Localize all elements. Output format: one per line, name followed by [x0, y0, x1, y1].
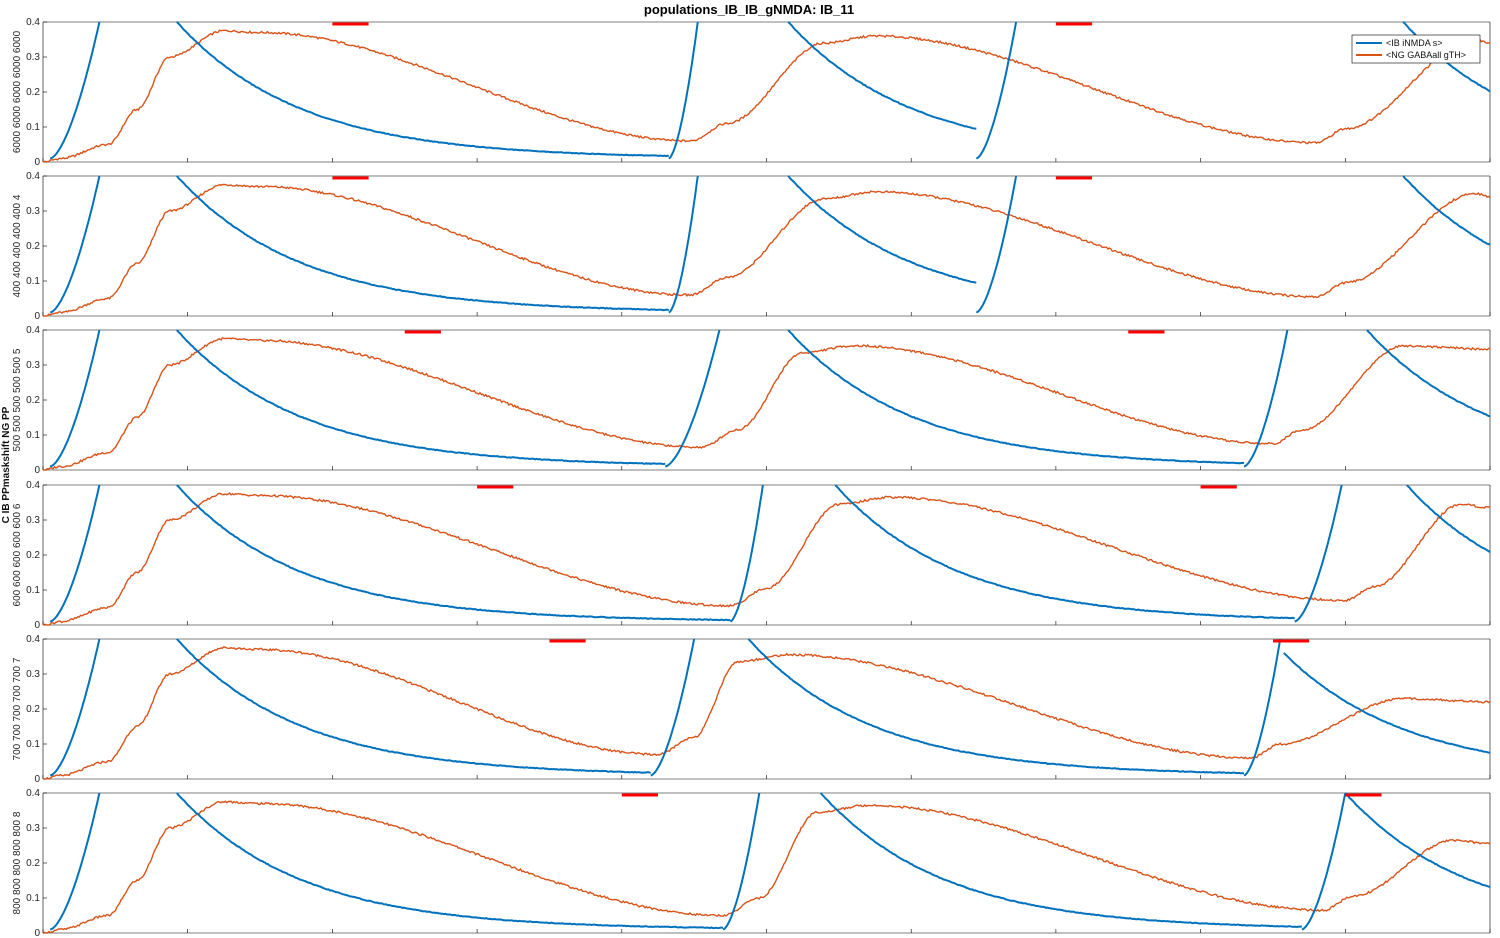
y-tick-label: 0.4: [26, 480, 40, 491]
legend: <IB iNMDA s> <NG GABAall gTH>: [1351, 34, 1481, 64]
y-tick-label: 0.2: [26, 395, 40, 406]
legend-box: [1351, 34, 1481, 64]
y-tick-label: 0.3: [26, 669, 40, 680]
blue-series-line: [49, 175, 101, 314]
panel-6: 00.10.20.30.4020040060080010001200140016…: [12, 788, 1500, 938]
y-tick-label: 0.3: [26, 206, 40, 217]
legend-label: <NG GABAall gTH>: [1386, 50, 1466, 60]
blue-series-line: [787, 175, 977, 284]
y-tick-label: 0.1: [26, 893, 40, 904]
blue-series-line: [176, 638, 651, 774]
blue-series-line: [975, 21, 1018, 160]
orange-series-line: [43, 183, 1491, 317]
y-tick-label: 0.4: [26, 17, 40, 28]
common-ylabel: C IB PPmaskshift NG PP: [1, 406, 12, 523]
panel-5: 0 0.1 0.2 0.3 0.4 700 700 700 700 700 7: [12, 634, 1491, 785]
panel-2: 0 0.1 0.2 0.3 0.4 400 400 400 400 400 4: [12, 171, 1491, 322]
blue-series-line: [1366, 329, 1491, 418]
y-tick-label: 0: [34, 311, 40, 322]
blue-series-line: [1294, 484, 1343, 623]
y-tick-label: 0.1: [26, 585, 40, 596]
panel-ylabel: 800 800 800 800 800 8: [12, 811, 23, 914]
blue-series-line: [975, 175, 1018, 314]
panel-4: 0 0.1 0.2 0.3 0.4 600 600 600 600 600 6: [12, 480, 1491, 631]
blue-series-line: [49, 792, 101, 931]
y-tick-label: 0: [34, 465, 40, 476]
blue-series-line: [175, 175, 670, 312]
y-tick-label: 0.2: [26, 241, 40, 252]
y-tick-label: 0.4: [26, 634, 40, 645]
y-tick-label: 0.1: [26, 122, 40, 133]
orange-series-line: [42, 800, 1491, 934]
y-tick-label: 0: [34, 157, 40, 168]
blue-series-line: [834, 484, 1296, 620]
orange-series-line: [43, 646, 1491, 780]
y-tick-label: 0: [34, 774, 40, 785]
panel-ylabel: 700 700 700 700 700 7: [12, 657, 23, 760]
blue-series-line: [1344, 792, 1491, 889]
blue-series-line: [49, 329, 101, 468]
chart-title: populations_IB_IB_gNMDA: IB_11: [644, 2, 854, 17]
blue-series-line: [49, 484, 101, 623]
blue-series-line: [668, 175, 699, 314]
blue-series-line: [1243, 329, 1289, 468]
blue-series-line: [1243, 638, 1282, 777]
y-tick-label: 0.2: [26, 858, 40, 869]
y-tick-label: 0.2: [26, 704, 40, 715]
blue-series-line: [729, 484, 764, 623]
blue-series-line: [787, 329, 1245, 465]
blue-series-line: [722, 792, 761, 931]
blue-series-line: [1406, 484, 1491, 553]
blue-series-line: [747, 638, 1245, 775]
blue-series-line: [1283, 652, 1491, 754]
y-tick-label: 0.2: [26, 87, 40, 98]
y-tick-label: 0.1: [26, 430, 40, 441]
y-tick-label: 0: [34, 928, 40, 938]
blue-series-line: [819, 792, 1303, 928]
panel-ylabel: 6000 6000 6000 6000 6000: [12, 30, 23, 153]
blue-series-line: [176, 792, 724, 930]
blue-series-line: [49, 21, 101, 160]
blue-series-line: [650, 638, 696, 777]
panel-ylabel: 400 400 400 400 400 4: [12, 194, 23, 297]
blue-series-line: [49, 638, 101, 777]
y-tick-label: 0.3: [26, 52, 40, 63]
panel-ylabel: 600 600 600 600 600 6: [12, 503, 23, 606]
y-tick-label: 0.3: [26, 823, 40, 834]
y-tick-label: 0.1: [26, 276, 40, 287]
y-tick-label: 0.1: [26, 739, 40, 750]
blue-series-line: [1301, 792, 1347, 931]
y-tick-label: 0.4: [26, 171, 40, 182]
y-tick-label: 0: [34, 620, 40, 631]
blue-series-line: [176, 484, 731, 622]
blue-series-line: [664, 329, 721, 468]
y-tick-label: 0.3: [26, 515, 40, 526]
y-tick-label: 0.4: [26, 788, 40, 799]
blue-series-line: [668, 21, 699, 160]
panel-ylabel: 500 500 500 500 500 5: [12, 348, 23, 451]
legend-label: <IB iNMDA s>: [1386, 38, 1443, 48]
orange-series-line: [43, 337, 1491, 471]
y-tick-label: 0.3: [26, 360, 40, 371]
y-tick-label: 0.2: [26, 550, 40, 561]
blue-series-line: [1402, 175, 1491, 246]
blue-series-line: [787, 21, 977, 130]
panel-3: 0 0.1 0.2 0.3 0.4 500 500 500 500 500 5: [12, 325, 1491, 476]
y-tick-label: 0.4: [26, 325, 40, 336]
orange-series-line: [42, 492, 1491, 626]
blue-series-line: [176, 21, 670, 158]
blue-series-line: [176, 329, 666, 466]
orange-series-line: [42, 29, 1491, 163]
